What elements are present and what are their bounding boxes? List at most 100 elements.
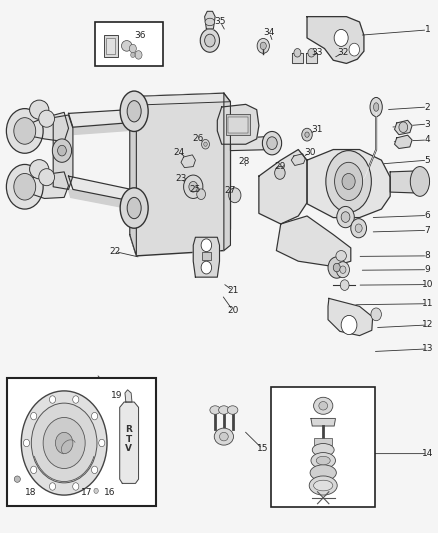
Text: 28: 28 bbox=[238, 157, 249, 166]
Ellipse shape bbox=[92, 466, 97, 474]
Polygon shape bbox=[68, 106, 193, 127]
Text: 25: 25 bbox=[189, 185, 201, 194]
Ellipse shape bbox=[336, 262, 349, 278]
Ellipse shape bbox=[92, 486, 100, 496]
Bar bbox=[95, 22, 162, 66]
Text: 8: 8 bbox=[424, 252, 429, 260]
Ellipse shape bbox=[339, 266, 345, 273]
Polygon shape bbox=[130, 96, 136, 256]
Ellipse shape bbox=[218, 406, 229, 414]
Text: 24: 24 bbox=[173, 148, 184, 157]
Polygon shape bbox=[389, 171, 422, 193]
Polygon shape bbox=[204, 11, 215, 29]
Ellipse shape bbox=[201, 261, 211, 274]
Ellipse shape bbox=[398, 122, 407, 133]
Ellipse shape bbox=[129, 44, 136, 53]
Ellipse shape bbox=[52, 139, 71, 163]
Ellipse shape bbox=[350, 219, 366, 238]
Ellipse shape bbox=[31, 403, 97, 483]
Text: 18: 18 bbox=[25, 488, 36, 497]
Text: 35: 35 bbox=[214, 18, 226, 27]
Text: 26: 26 bbox=[192, 134, 204, 143]
Ellipse shape bbox=[127, 197, 141, 219]
Ellipse shape bbox=[62, 486, 72, 496]
Ellipse shape bbox=[14, 476, 20, 482]
Text: 22: 22 bbox=[110, 247, 121, 256]
Ellipse shape bbox=[228, 188, 240, 203]
Text: 13: 13 bbox=[420, 344, 432, 353]
Bar bbox=[271, 387, 374, 507]
Ellipse shape bbox=[332, 263, 339, 272]
Text: 11: 11 bbox=[420, 299, 432, 308]
Polygon shape bbox=[230, 136, 272, 151]
Polygon shape bbox=[394, 135, 411, 149]
Ellipse shape bbox=[39, 168, 54, 185]
Polygon shape bbox=[193, 237, 219, 277]
Ellipse shape bbox=[29, 100, 49, 119]
Ellipse shape bbox=[308, 476, 336, 495]
Text: 12: 12 bbox=[421, 320, 432, 329]
Ellipse shape bbox=[339, 280, 348, 290]
Ellipse shape bbox=[131, 52, 135, 58]
Bar bbox=[314, 438, 331, 445]
Polygon shape bbox=[276, 216, 350, 266]
Bar bbox=[201, 252, 210, 260]
Ellipse shape bbox=[201, 239, 211, 252]
Ellipse shape bbox=[309, 465, 336, 481]
Ellipse shape bbox=[354, 224, 361, 232]
Ellipse shape bbox=[183, 175, 202, 198]
Polygon shape bbox=[291, 53, 302, 63]
Ellipse shape bbox=[327, 257, 345, 278]
Ellipse shape bbox=[334, 163, 362, 200]
Polygon shape bbox=[394, 120, 411, 135]
Ellipse shape bbox=[318, 401, 327, 410]
Ellipse shape bbox=[311, 443, 333, 456]
Ellipse shape bbox=[49, 483, 56, 490]
Ellipse shape bbox=[7, 165, 43, 209]
Polygon shape bbox=[68, 118, 195, 135]
Polygon shape bbox=[18, 172, 68, 198]
Text: 20: 20 bbox=[226, 305, 238, 314]
Ellipse shape bbox=[369, 98, 381, 117]
Ellipse shape bbox=[310, 453, 335, 469]
Polygon shape bbox=[136, 93, 230, 105]
Polygon shape bbox=[223, 93, 230, 251]
Ellipse shape bbox=[205, 18, 214, 26]
Polygon shape bbox=[120, 402, 138, 483]
Ellipse shape bbox=[341, 173, 354, 189]
Polygon shape bbox=[68, 189, 195, 221]
Ellipse shape bbox=[29, 160, 49, 179]
Ellipse shape bbox=[347, 182, 360, 197]
Polygon shape bbox=[130, 93, 230, 256]
Ellipse shape bbox=[301, 128, 311, 141]
Ellipse shape bbox=[31, 413, 37, 420]
Polygon shape bbox=[68, 176, 193, 213]
Ellipse shape bbox=[257, 38, 269, 53]
Text: 7: 7 bbox=[424, 226, 429, 235]
Polygon shape bbox=[306, 150, 389, 217]
Ellipse shape bbox=[43, 417, 85, 469]
Ellipse shape bbox=[266, 137, 277, 150]
Bar bbox=[226, 115, 250, 135]
Ellipse shape bbox=[55, 432, 73, 454]
Text: 10: 10 bbox=[420, 280, 432, 289]
Text: 30: 30 bbox=[303, 148, 314, 157]
Ellipse shape bbox=[333, 29, 347, 46]
Ellipse shape bbox=[307, 49, 314, 57]
Ellipse shape bbox=[39, 110, 54, 127]
Text: 34: 34 bbox=[263, 28, 275, 37]
Polygon shape bbox=[258, 150, 306, 224]
Bar bbox=[106, 38, 115, 54]
Ellipse shape bbox=[7, 109, 43, 154]
Text: 3: 3 bbox=[424, 119, 429, 128]
Ellipse shape bbox=[340, 316, 356, 335]
Text: 4: 4 bbox=[424, 135, 429, 144]
Text: 15: 15 bbox=[256, 445, 268, 454]
Text: 19: 19 bbox=[111, 391, 122, 400]
Ellipse shape bbox=[196, 189, 205, 199]
Text: 1: 1 bbox=[424, 26, 429, 35]
Text: 2: 2 bbox=[424, 102, 429, 111]
Ellipse shape bbox=[201, 140, 209, 149]
Ellipse shape bbox=[203, 142, 207, 147]
Polygon shape bbox=[53, 115, 73, 189]
